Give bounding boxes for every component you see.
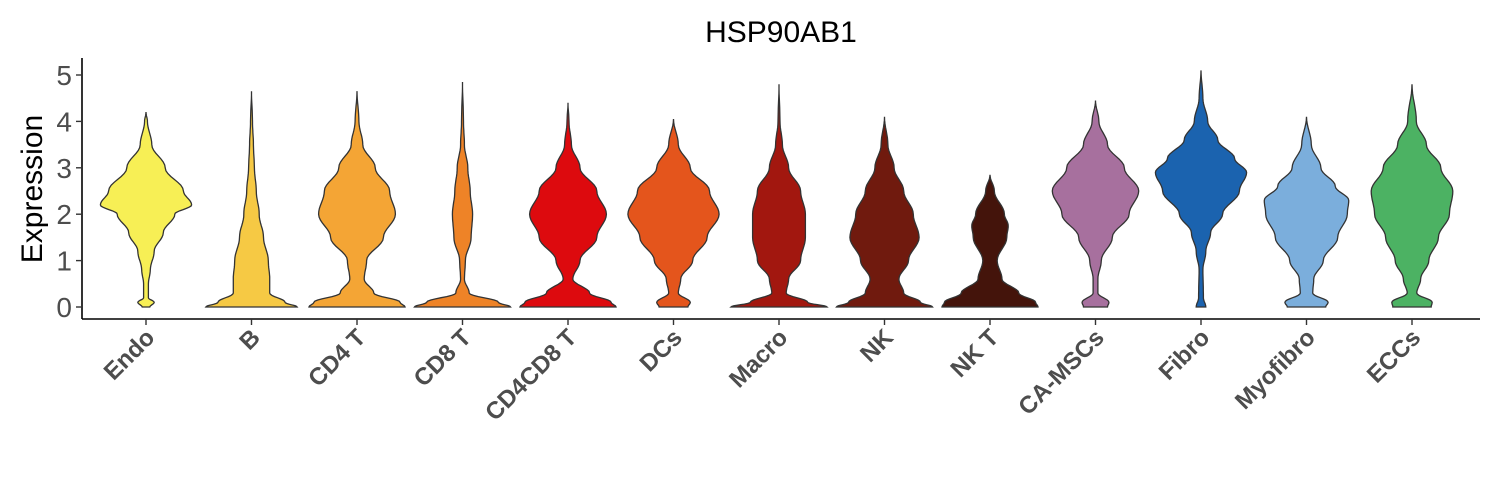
x-tick-label: NK T [946, 324, 1005, 383]
violin-cd4-t [308, 91, 406, 308]
y-tick-label: 0 [56, 292, 72, 323]
x-tick-label: B [234, 324, 265, 355]
x-tick-label: NK [855, 324, 899, 368]
y-tick-label: 2 [56, 199, 72, 230]
violin-macro [729, 84, 829, 308]
chart-title: HSP90AB1 [705, 16, 857, 49]
violin-cd4cd8-t [519, 102, 617, 308]
y-tick-label: 1 [56, 246, 72, 277]
violin-nk [835, 116, 934, 308]
x-tick-label: Fibro [1154, 324, 1216, 386]
y-tick-label: 4 [56, 106, 72, 137]
x-tick-label: CD4CD8 T [480, 324, 582, 426]
y-axis-label: Expression [16, 115, 49, 263]
y-tick-label: 5 [56, 60, 72, 91]
y-tick-label: 3 [56, 153, 72, 184]
x-tick-label: DCs [635, 324, 688, 377]
violin-dcs [627, 119, 720, 308]
violin-cd8-t [413, 82, 512, 308]
x-tick-label: Myofibro [1230, 324, 1321, 415]
violin-nk-t [941, 174, 1039, 308]
violin-b [204, 91, 299, 308]
violin-fibro [1154, 70, 1248, 308]
violins-layer [99, 70, 1454, 308]
violin-ca-mscs [1051, 100, 1140, 308]
x-tick-label: CD8 T [409, 324, 477, 392]
violin-endo [99, 112, 193, 308]
x-tick-label: ECCs [1362, 324, 1426, 388]
x-tick-label: CD4 T [303, 324, 371, 392]
x-tick-label: Macro [724, 324, 793, 393]
violin-eccs [1370, 84, 1454, 308]
x-tick-label: CA-MSCs [1013, 324, 1109, 420]
x-tick-label: Endo [99, 324, 161, 386]
x-axis: Endo B CD4 T CD8 T CD4CD8 T DCs Macro NK NK T CA-… [82, 318, 1480, 426]
violin-myofibro [1263, 116, 1350, 308]
y-axis: 0 1 2 3 4 5 [56, 58, 83, 323]
